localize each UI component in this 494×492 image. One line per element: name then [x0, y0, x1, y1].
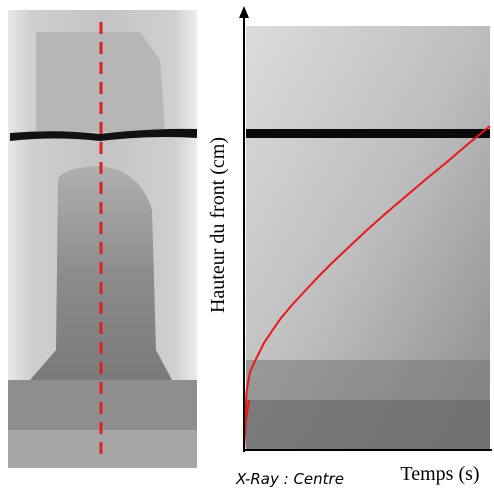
spacetime-image: [239, 6, 492, 452]
caption: X-Ray : Centre: [235, 470, 344, 488]
x-axis-label: Temps (s): [400, 463, 479, 485]
y-axis-label: Hauteur du front (cm): [207, 137, 229, 313]
xray-image: [8, 10, 197, 468]
